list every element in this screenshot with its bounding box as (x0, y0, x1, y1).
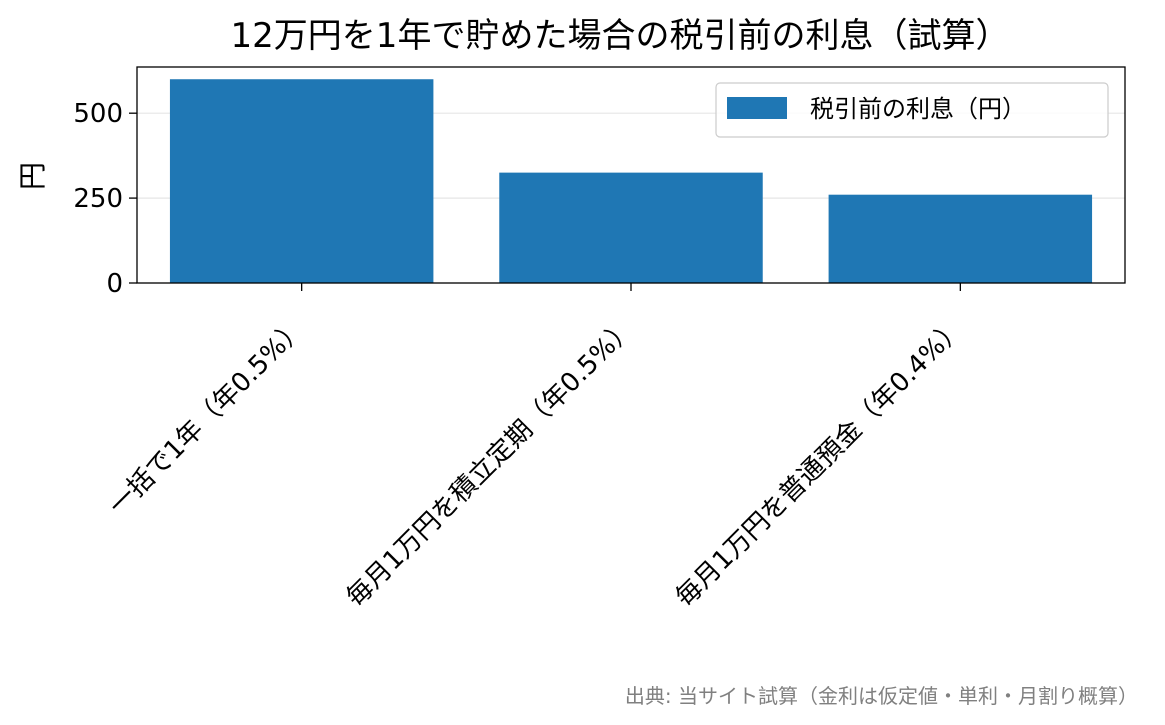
legend: 税引前の利息（円） (715, 82, 1109, 138)
x-tick-label: 毎月1万円を普通預金（年0.4%） (670, 313, 970, 613)
legend-swatch (727, 97, 787, 119)
y-axis-label: 円 (16, 162, 49, 190)
legend-box (715, 82, 1109, 138)
source-note: 出典: 当サイト試算（金利は仮定値・単利・月割り概算） (625, 684, 1138, 708)
y-tick-label: 0 (106, 269, 123, 299)
y-tick-label: 500 (73, 99, 123, 129)
legend-label: 税引前の利息（円） (810, 95, 1026, 123)
y-axis: 0 250 500 (73, 99, 137, 299)
bar (828, 194, 1093, 283)
x-tick-label: 一括で1年（年0.5%） (103, 313, 311, 521)
bar (169, 79, 434, 284)
bar (499, 172, 763, 283)
y-tick-label: 250 (73, 184, 123, 214)
x-tick-label: 毎月1万円を積立定期（年0.5%） (341, 313, 641, 613)
x-axis: 一括で1年（年0.5%） 毎月1万円を積立定期（年0.5%） 毎月1万円を普通預金（… (103, 283, 970, 613)
bars (169, 79, 1093, 284)
chart-title: 12万円を1年で貯めた場合の税引前の利息（試算） (231, 16, 1010, 56)
